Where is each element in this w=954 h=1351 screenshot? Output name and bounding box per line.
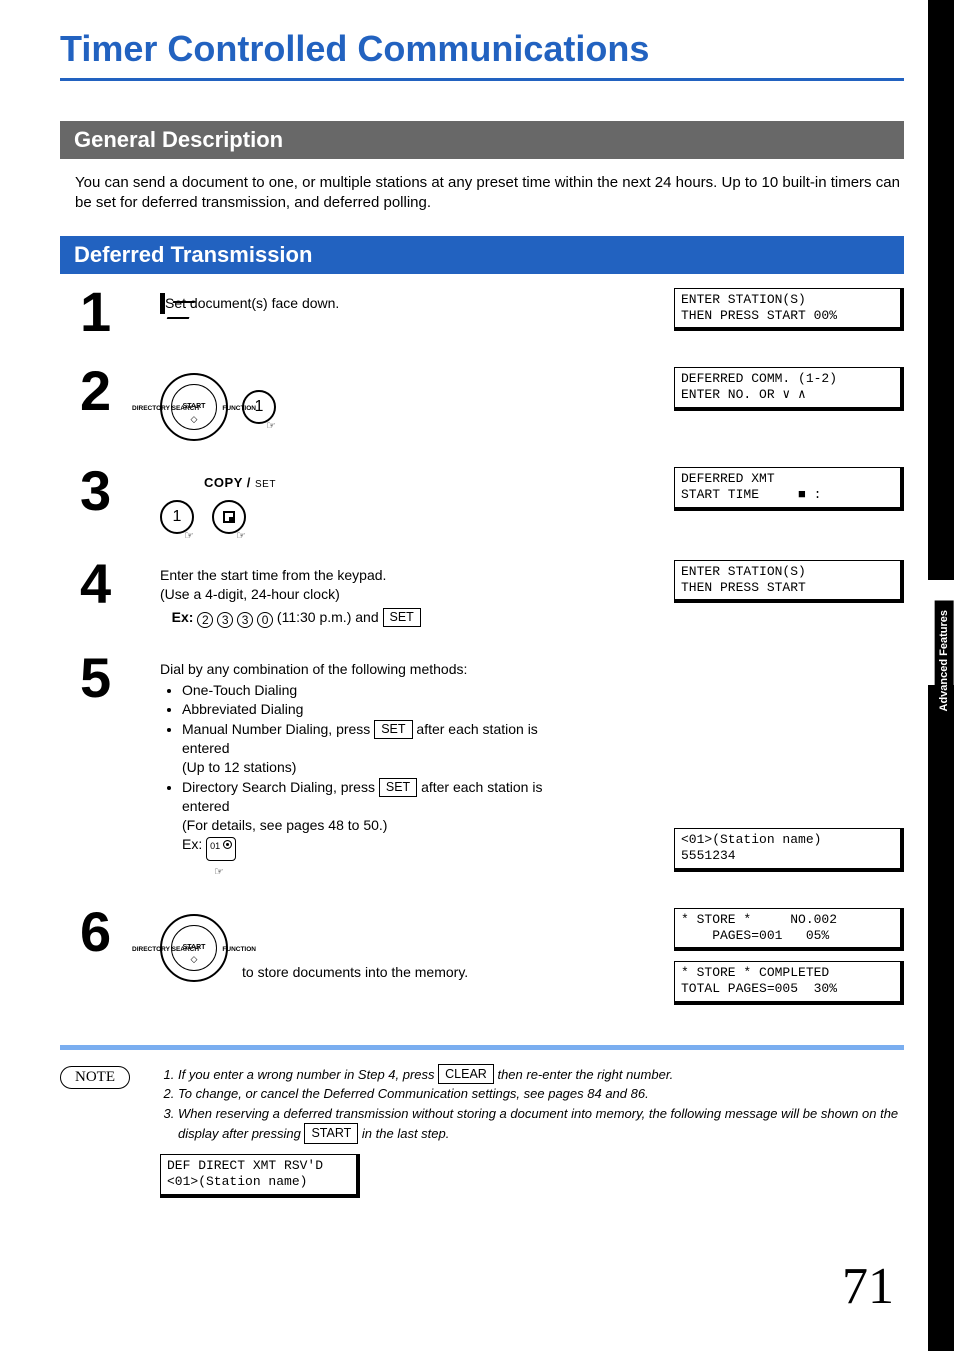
page-title: Timer Controlled Communications (60, 28, 904, 81)
set-key-box: SET (374, 720, 412, 739)
note-label-pill: NOTE (60, 1066, 130, 1089)
step-number: 2 (80, 367, 130, 415)
one-touch-key-icon: 01 (206, 837, 236, 861)
step-row: 6 DIRECTORY SEARCH START ◇ FUNCTION to s… (80, 908, 904, 1015)
copy-label: COPY / (204, 475, 255, 490)
document-facedown-icon (160, 293, 165, 314)
step-5-lead: Dial by any combination of the following… (160, 660, 560, 679)
step-row: 1 Set document(s) face down. ENTER STATI… (80, 288, 904, 342)
keypad-digit-icon: 0 (257, 612, 273, 628)
step-row: 3 COPY / SET 1 ☞ ☞ (80, 467, 904, 534)
dial-arrow-icon: ◇ (191, 413, 198, 425)
lcd-display: ENTER STATION(S) THEN PRESS START 00% (674, 288, 904, 332)
detail-ref: (For details, see pages 48 to 50.) (182, 817, 387, 833)
step-row: 5 Dial by any combination of the followi… (80, 654, 904, 882)
ex-label: Ex: (172, 609, 194, 625)
copy-set-label: COPY / SET (204, 475, 276, 490)
note-item: If you enter a wrong number in Step 4, p… (178, 1064, 904, 1085)
separator-line (60, 1045, 904, 1050)
digit-1-key-icon: 1 ☞ (242, 390, 276, 424)
start-dial-icon: DIRECTORY SEARCH START ◇ FUNCTION (160, 373, 228, 441)
lcd-display: DEF DIRECT XMT RSV'D <01>(Station name) (160, 1154, 360, 1198)
lcd-display: * STORE * NO.002 PAGES=001 05% (674, 908, 904, 952)
start-label: START (183, 942, 206, 951)
manual-dial-prefix: Manual Number Dialing, press (182, 721, 374, 737)
digit-label: 1 (255, 396, 264, 418)
ex-label: Ex: (182, 836, 202, 852)
digit-label: 1 (173, 506, 182, 528)
start-key-box: START (304, 1123, 358, 1144)
list-item: Manual Number Dialing, press SET after e… (182, 720, 560, 777)
set-key-box: SET (383, 608, 421, 627)
set-label: SET (255, 479, 276, 490)
keypad-digit-icon: 3 (217, 612, 233, 628)
note-item: To change, or cancel the Deferred Commun… (178, 1084, 904, 1104)
one-touch-dot-icon (223, 840, 232, 849)
page-number: 71 (842, 1257, 894, 1316)
note-3-post: in the last step. (362, 1126, 449, 1141)
step-number: 1 (80, 288, 130, 336)
set-key-icon: ☞ (212, 500, 246, 534)
lcd-display: DEFERRED XMT START TIME ■ : (674, 467, 904, 511)
step-number: 5 (80, 654, 130, 702)
general-intro-text: You can send a document to one, or multi… (75, 173, 904, 214)
press-hand-icon: ☞ (236, 529, 246, 544)
press-hand-icon: ☞ (184, 529, 194, 544)
step-number: 3 (80, 467, 130, 515)
step-number: 6 (80, 908, 130, 956)
set-square-icon (223, 511, 235, 523)
list-item: Directory Search Dialing, press SET afte… (182, 778, 560, 880)
section-general-description: General Description (60, 121, 904, 159)
press-hand-icon: ☞ (214, 866, 224, 878)
start-label: START (183, 402, 206, 411)
keypad-digit-icon: 3 (237, 612, 253, 628)
step-row: 4 Enter the start time from the keypad. … (80, 560, 904, 628)
digit-1-key-icon: 1 ☞ (160, 500, 194, 534)
clear-key-box: CLEAR (438, 1064, 494, 1085)
lcd-display: ENTER STATION(S) THEN PRESS START (674, 560, 904, 604)
note-body: If you enter a wrong number in Step 4, p… (160, 1064, 904, 1208)
press-hand-icon: ☞ (266, 419, 276, 434)
one-touch-number: 01 (210, 840, 220, 852)
manual-dial-note: (Up to 12 stations) (182, 759, 296, 775)
note-1-pre: If you enter a wrong number in Step 4, p… (178, 1067, 438, 1082)
lcd-display: * STORE * COMPLETED TOTAL PAGES=005 30% (674, 961, 904, 1005)
step-row: 2 DIRECTORY SEARCH START ◇ FUNCTION 1 ☞ (80, 367, 904, 441)
list-item: One-Touch Dialing (182, 681, 560, 700)
step-4-line1: Enter the start time from the keypad. (160, 566, 560, 585)
function-label: FUNCTION (222, 946, 256, 955)
section-deferred-transmission: Deferred Transmission (60, 236, 904, 274)
directory-dial-prefix: Directory Search Dialing, press (182, 779, 379, 795)
note-1-post: then re-enter the right number. (497, 1067, 673, 1082)
step-4-line2: (Use a 4-digit, 24-hour clock) (160, 585, 560, 604)
note-item: When reserving a deferred transmission w… (178, 1104, 904, 1144)
step-number: 4 (80, 560, 130, 608)
dial-arrow-icon: ◇ (191, 953, 198, 965)
start-dial-icon: DIRECTORY SEARCH START ◇ FUNCTION (160, 914, 228, 982)
note-3-pre: When reserving a deferred transmission w… (178, 1106, 898, 1142)
ex-suffix: (11:30 p.m.) and (277, 609, 383, 625)
lcd-display: <01>(Station name) 5551234 (674, 828, 904, 872)
step-6-text: to store documents into the memory. (242, 963, 468, 982)
list-item: Abbreviated Dialing (182, 700, 560, 719)
set-key-box: SET (379, 778, 417, 797)
keypad-digit-icon: 2 (197, 612, 213, 628)
lcd-display: DEFERRED COMM. (1-2) ENTER NO. OR ∨ ∧ (674, 367, 904, 411)
